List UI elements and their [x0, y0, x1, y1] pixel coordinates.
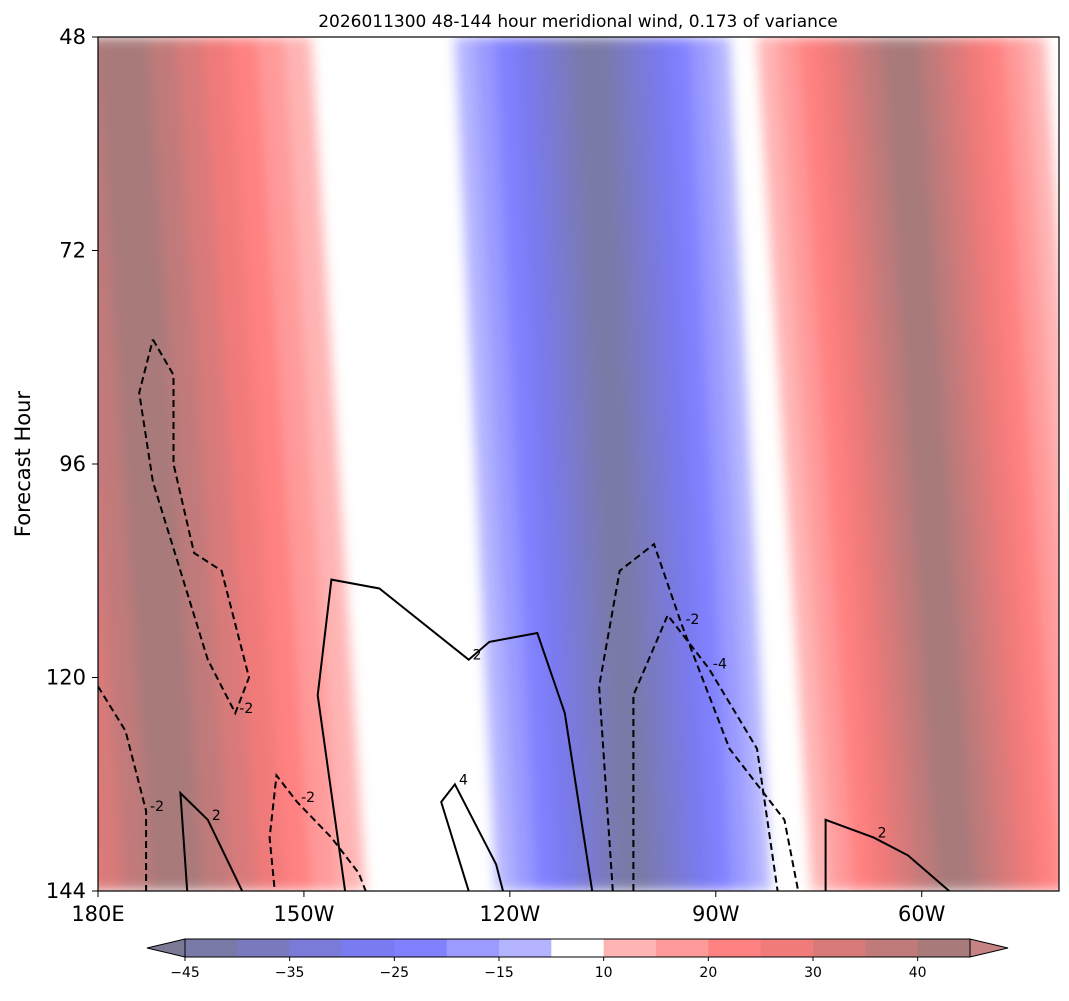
filled-level-east-positive-band-6	[880, 37, 977, 891]
colorbar-extend-min	[146, 938, 186, 958]
colorbar: −45 −35 −25 −15 10 20 30 40	[146, 938, 1009, 981]
colorbar-tick-label: −25	[380, 965, 410, 981]
x-tick-label: 90W	[692, 902, 740, 926]
x-tick-label: 60W	[898, 902, 946, 926]
contour-pos-4-mid	[440, 782, 504, 891]
colorbar-swatch	[394, 939, 448, 957]
contour-label-neg-2-west-2: -2	[150, 799, 164, 815]
y-axis: 48 72 96 120 144	[46, 25, 98, 903]
contour-neg-2-west	[138, 338, 251, 716]
x-tick-label: 180E	[71, 902, 124, 926]
colorbar-tick-label: −15	[484, 965, 514, 981]
colorbar-swatch	[865, 939, 919, 957]
colorbar-swatch	[237, 939, 291, 957]
x-axis: 180E 150W 120W 90W 60W	[71, 891, 946, 926]
contour-label-neg-4-east: -4	[713, 657, 727, 673]
contour-label-pos-2-west: 2	[212, 808, 221, 824]
colorbar-swatch	[603, 939, 657, 957]
colorbar-swatch	[813, 939, 866, 957]
colorbar-extend-max	[969, 938, 1009, 958]
y-tick-label: 144	[46, 879, 86, 903]
filled-band-east-positive-band	[756, 37, 1059, 891]
contour-pos-2-mid	[316, 578, 594, 891]
colorbar-swatch	[917, 939, 971, 957]
colorbar-tick-label: −35	[275, 965, 305, 981]
chart-title: 2026011300 48-144 hour meridional wind, …	[318, 12, 838, 32]
contour-neg-2-west-2	[98, 685, 148, 891]
y-tick-label: 120	[46, 666, 86, 690]
x-tick-label: 150W	[273, 902, 334, 926]
contour-lines: -2 -2 -2 -2 -4 2 2 2 4	[98, 338, 950, 891]
plot-area: -2 -2 -2 -2 -4 2 2 2 4	[97, 36, 1060, 892]
y-axis-label: Forecast Hour	[11, 391, 35, 537]
filled-band-west-positive-band	[98, 37, 366, 891]
colorbar-tick-label: 40	[909, 965, 927, 981]
contour-neg-4-east	[632, 613, 779, 891]
colorbar-swatch	[656, 939, 709, 957]
colorbar-ticks: −45 −35 −25 −15 10 20 30 40	[170, 957, 927, 981]
contour-pos-2-ne	[824, 818, 950, 891]
y-tick-label: 72	[59, 239, 86, 263]
filled-level-central-negative-band-6	[572, 37, 654, 891]
colorbar-swatch	[342, 939, 395, 957]
colorbar-swatch	[446, 939, 500, 957]
colorbar-tick-label: 10	[595, 965, 613, 981]
colorbar-swatch	[760, 939, 814, 957]
contour-label-neg-2-east: -2	[685, 612, 699, 628]
colorbar-swatch	[708, 939, 762, 957]
y-tick-label: 48	[59, 25, 86, 49]
contour-label-pos-2-ne: 2	[878, 826, 887, 842]
colorbar-tick-label: −45	[170, 965, 200, 981]
colorbar-swatches	[146, 938, 1009, 958]
contour-neg-2-mid	[268, 772, 367, 891]
contour-neg-2-east	[598, 542, 800, 891]
colorbar-swatch	[185, 939, 238, 957]
contour-label-pos-4-mid: 4	[459, 772, 468, 788]
colorbar-swatch	[551, 939, 605, 957]
contour-label-pos-2-mid: 2	[473, 648, 482, 664]
contour-label-neg-2-west: -2	[239, 701, 253, 717]
contour-pos-2-west	[179, 790, 244, 891]
colorbar-tick-label: 30	[804, 965, 822, 981]
colorbar-swatch	[499, 939, 552, 957]
filled-contours	[98, 37, 1059, 891]
colorbar-frame	[184, 938, 971, 958]
colorbar-swatch	[289, 939, 343, 957]
filled-band-central-negative-band	[454, 37, 771, 891]
y-tick-label: 96	[59, 452, 86, 476]
colorbar-tick-label: 20	[699, 965, 717, 981]
x-tick-label: 120W	[479, 902, 540, 926]
contour-label-neg-2-mid: -2	[301, 790, 315, 806]
